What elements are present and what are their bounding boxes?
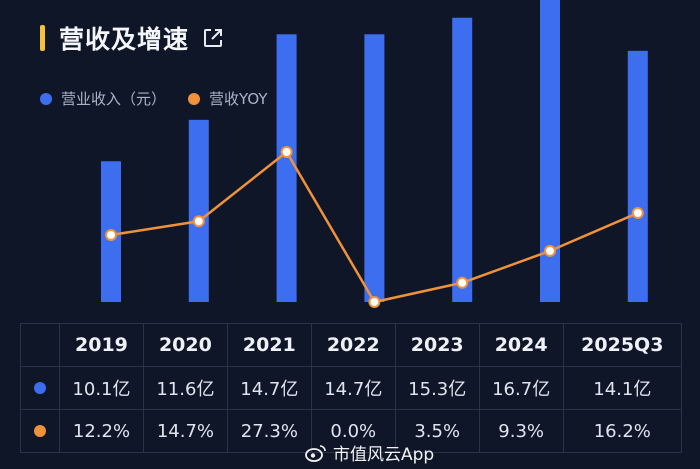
yoy-point [456,276,469,289]
revenue-dot [34,381,46,394]
title-accent-bar [40,25,45,51]
revenue-bar [452,17,473,302]
table-cell-yoy: 27.3% [226,409,312,453]
table-cell-yoy: 0.0% [310,409,396,453]
table-cell-yoy: 9.3% [478,409,564,453]
chart-legend: 营业收入（元） 营收YOY [40,88,290,109]
row-marker-revenue [20,366,60,410]
legend-dot-yoy [188,92,201,105]
yoy-point [105,228,117,241]
revenue-bar [540,0,560,303]
table-header-row: 2019 2020 2021 2022 2023 2024 2025Q3 [20,323,683,367]
chart-header: 营收及增速 [40,20,225,56]
table-cell-yoy: 16.2% [562,409,683,453]
weibo-logo-icon [305,444,327,462]
yoy-point [368,296,381,308]
yoy-point [192,215,205,228]
table-cell-revenue: 14.7亿 [226,366,312,410]
table-header-cell: 2024 [478,323,564,367]
table-cell-revenue: 14.7亿 [310,366,396,410]
legend-item-revenue[interactable]: 营业收入（元） [40,88,166,109]
table-cell-yoy: 14.7% [142,409,228,453]
legend-item-yoy[interactable]: 营收YOY [188,88,268,109]
table-cell-revenue: 10.1亿 [59,366,144,410]
legend-label-revenue: 营业收入（元） [61,90,167,108]
external-link-icon[interactable] [201,26,225,50]
table-header-cell: 2020 [142,323,228,367]
watermark: 市值风云App [305,440,434,465]
yoy-point [280,146,293,158]
table-corner-cell [20,323,60,367]
table-header-cell: 2019 [59,323,144,367]
watermark-text: 市值风云App [333,445,435,465]
revenue-bar [627,50,648,303]
table-header-cell: 2021 [226,323,312,367]
chart-plot [101,0,648,308]
table-cell-revenue: 11.6亿 [142,366,228,410]
table-cell-yoy: 12.2% [59,409,144,453]
table-cell-yoy: 3.5% [394,409,480,453]
yoy-point [544,244,556,257]
yoy-point [631,206,644,219]
row-marker-yoy [20,409,60,453]
table-header-cell: 2025Q3 [562,323,683,367]
revenue-bar [188,119,209,302]
legend-dot-revenue [40,92,52,105]
chart-title: 营收及增速 [59,25,190,54]
table-header-cell: 2022 [310,323,396,367]
legend-label-yoy: 营收YOY [209,90,268,108]
table-cell-revenue: 15.3亿 [394,366,480,410]
revenue-bar [276,34,297,302]
data-table: 2019 2020 2021 2022 2023 2024 2025Q3 10.… [20,323,683,453]
table-row-yoy: 12.2% 14.7% 27.3% 0.0% 3.5% 9.3% 16.2% [20,409,683,453]
table-header-cell: 2023 [394,323,480,367]
revenue-bar [364,34,385,302]
yoy-dot [34,424,46,437]
table-cell-revenue: 14.1亿 [562,366,683,410]
table-row-revenue: 10.1亿 11.6亿 14.7亿 14.7亿 15.3亿 16.7亿 14.1… [20,366,683,410]
table-cell-revenue: 16.7亿 [478,366,564,410]
